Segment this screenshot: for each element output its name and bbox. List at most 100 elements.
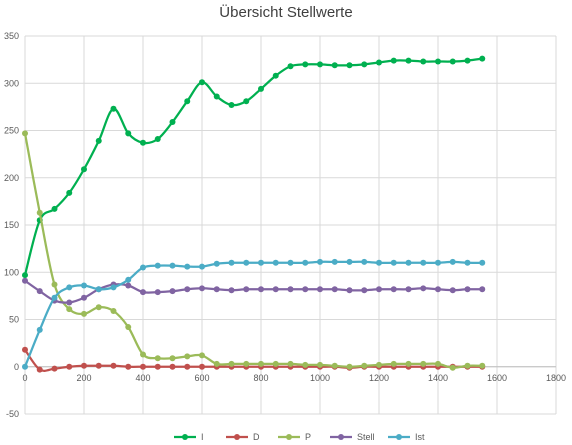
data-point-ist xyxy=(51,294,58,301)
data-point-p xyxy=(51,281,58,288)
data-point-ist xyxy=(95,286,102,293)
data-point-stell xyxy=(66,299,73,306)
data-point-ist xyxy=(479,259,486,266)
legend-marker-p xyxy=(286,434,292,440)
data-point-p xyxy=(213,360,220,367)
data-point-p xyxy=(287,360,294,367)
data-point-d xyxy=(36,366,43,373)
data-point-p xyxy=(125,324,132,331)
data-point-stell xyxy=(140,289,146,296)
data-point-ist xyxy=(302,259,309,266)
data-point-ist xyxy=(258,259,264,266)
data-point-ist xyxy=(140,264,146,271)
data-point-p xyxy=(154,355,161,362)
data-point-stell xyxy=(331,286,338,293)
data-point-p xyxy=(169,355,176,362)
grid xyxy=(24,35,557,415)
data-point-d xyxy=(110,362,117,369)
data-point-stell xyxy=(125,282,132,289)
data-point-ist xyxy=(184,263,191,270)
x-tick-label: 0 xyxy=(22,373,27,383)
data-point-d xyxy=(184,363,191,370)
data-point-ist xyxy=(228,259,235,266)
data-point-d xyxy=(81,362,87,369)
data-point-ist xyxy=(110,284,117,291)
data-point-i xyxy=(81,166,87,173)
data-point-i xyxy=(302,61,309,68)
data-point-p xyxy=(464,362,471,369)
data-point-ist xyxy=(420,259,427,266)
data-point-p xyxy=(272,360,279,367)
legend: I D P Stell Ist xyxy=(174,432,425,442)
series-p xyxy=(22,130,486,371)
data-point-i xyxy=(95,137,102,144)
data-point-i xyxy=(361,61,368,68)
series-line-ist xyxy=(23,260,483,368)
data-point-p xyxy=(36,209,43,216)
axes: -50 0 50 100 150 200 250 300 350 0 200 400 600 800 100… xyxy=(4,31,566,419)
data-point-d xyxy=(66,363,73,370)
legend-label-i: I xyxy=(201,432,204,442)
data-point-stell xyxy=(81,294,87,301)
data-point-stell xyxy=(479,286,486,293)
data-point-p xyxy=(479,362,486,369)
legend-label-ist: Ist xyxy=(415,432,425,442)
data-point-i xyxy=(346,62,353,69)
data-point-stell xyxy=(22,277,28,284)
legend-label-stell: Stell xyxy=(357,432,375,442)
data-point-i xyxy=(199,79,205,86)
data-point-ist xyxy=(405,259,412,266)
data-point-ist xyxy=(435,259,441,266)
data-point-i xyxy=(331,62,338,69)
data-point-p xyxy=(435,360,441,367)
chart-title: Übersicht Stellwerte xyxy=(219,4,353,21)
x-tick-label: 800 xyxy=(253,373,268,383)
data-point-i xyxy=(464,57,471,64)
data-point-stell xyxy=(213,286,220,293)
data-point-ist xyxy=(287,259,294,266)
y-tick-label: 250 xyxy=(4,126,19,136)
data-point-p xyxy=(81,310,87,317)
data-point-d xyxy=(22,346,28,353)
data-point-p xyxy=(420,360,427,367)
legend-marker-d xyxy=(234,434,240,440)
data-point-stell xyxy=(228,287,235,294)
data-point-i xyxy=(449,58,456,65)
x-tick-label: 1200 xyxy=(369,373,389,383)
data-point-ist xyxy=(169,262,176,269)
data-point-d xyxy=(140,363,146,370)
data-point-stell xyxy=(376,286,382,293)
y-tick-label: 200 xyxy=(4,173,19,183)
data-point-p xyxy=(317,361,323,368)
data-point-p xyxy=(302,361,309,368)
data-point-ist xyxy=(317,258,323,265)
data-point-d xyxy=(199,363,205,370)
series-line-p xyxy=(23,133,483,369)
x-tick-label: 1000 xyxy=(310,373,330,383)
data-point-i xyxy=(405,57,412,64)
legend-item-d: D xyxy=(226,432,260,442)
data-point-stell xyxy=(390,286,397,293)
data-point-ist xyxy=(213,260,220,267)
data-point-stell xyxy=(361,287,368,294)
series-d xyxy=(22,346,486,373)
data-point-i xyxy=(272,72,279,79)
data-point-stell xyxy=(169,288,176,295)
data-point-stell xyxy=(36,288,43,295)
legend-label-p: P xyxy=(305,432,311,442)
data-point-i xyxy=(258,85,264,92)
data-point-stell xyxy=(287,286,294,293)
data-point-stell xyxy=(258,286,264,293)
legend-marker-ist xyxy=(396,434,402,440)
data-point-ist xyxy=(66,284,73,291)
data-point-i xyxy=(154,136,161,143)
data-point-ist xyxy=(199,263,205,270)
x-tick-label: 1600 xyxy=(487,373,507,383)
data-point-i xyxy=(243,98,250,105)
data-point-p xyxy=(258,360,264,367)
data-point-p xyxy=(243,360,250,367)
data-point-ist xyxy=(125,276,132,283)
legend-marker-i xyxy=(182,434,188,440)
